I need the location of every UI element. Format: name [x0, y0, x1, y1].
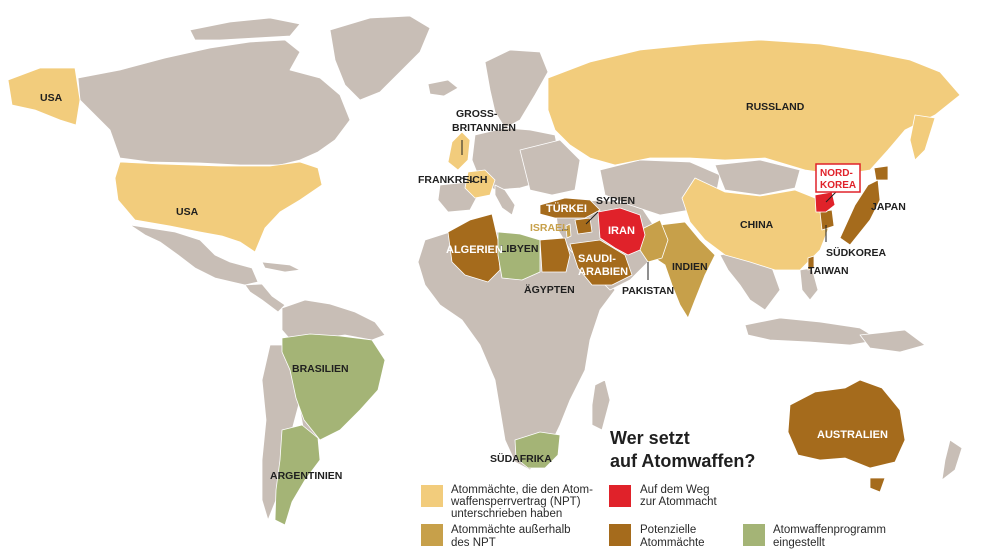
label-gb-line1: GROSS- [456, 108, 498, 120]
region-usa [114, 161, 323, 253]
legend-path-line1: Auf dem Weg [640, 484, 709, 496]
label-argentina: ARGENTINIEN [270, 470, 342, 482]
region-iran [597, 207, 646, 256]
region-south-africa [514, 431, 561, 469]
label-usa-alaska: USA [40, 92, 63, 104]
legend-swatch-outside-npt [421, 524, 443, 546]
legend-abandoned-line2: eingestellt [773, 537, 826, 549]
legend-potential-line1: Potenzielle [640, 524, 696, 536]
cuba [261, 261, 301, 273]
legend-path-line2: zur Atommacht [640, 496, 717, 508]
new-zealand [941, 439, 963, 481]
label-pakistan: PAKISTAN [622, 285, 674, 297]
canada [77, 39, 351, 166]
region-tasmania [869, 477, 886, 493]
scandinavia [484, 49, 549, 129]
label-libya: LIBYEN [500, 243, 539, 255]
region-australia [787, 379, 906, 469]
legend-abandoned-line1: Atomwaffenprogramm [773, 524, 886, 536]
label-russia: RUSSLAND [746, 101, 805, 113]
legend-potential-line2: Atommächte [640, 537, 705, 549]
region-brazil [281, 333, 386, 441]
label-turkey: TÜRKEI [546, 202, 587, 215]
legend-outside-line1: Atommächte außerhalb [451, 524, 571, 536]
region-argentina [274, 424, 321, 526]
label-iran: IRAN [608, 225, 635, 237]
region-north-korea [814, 191, 836, 213]
italy [494, 184, 516, 216]
region-china [681, 177, 831, 271]
region-saudi [569, 239, 633, 286]
new-guinea [859, 329, 926, 353]
label-gb-line2: BRITANNIEN [452, 122, 516, 134]
region-taiwan [807, 255, 815, 271]
label-israel: ISRAEL [530, 222, 569, 234]
label-brazil: BRASILIEN [292, 363, 349, 375]
indonesia [744, 317, 881, 346]
region-france [464, 169, 496, 199]
region-hokkaido [873, 165, 889, 181]
legend-npt-line2: waffensperrvertrag (NPT) [450, 496, 581, 508]
label-india: INDIEN [672, 261, 708, 273]
region-kamchatka [909, 114, 936, 161]
canadian-arctic [189, 17, 301, 41]
region-great-britain [447, 131, 471, 171]
iceland [427, 79, 459, 97]
label-saudi-line1: SAUDI- [578, 253, 616, 265]
map-title-line2: auf Atomwaffen? [610, 451, 755, 471]
legend-npt-line3: unterschrieben haben [451, 508, 562, 520]
label-algeria: ALGERIEN [446, 244, 503, 256]
label-france: FRANKREICH [418, 174, 487, 186]
label-taiwan: TAIWAN [808, 265, 849, 277]
mongolia [714, 159, 801, 196]
region-algeria [447, 213, 501, 283]
label-south-korea: SÜDKOREA [826, 246, 887, 259]
madagascar [591, 379, 611, 431]
legend-npt-line1: Atommächte, die den Atom- [451, 484, 593, 496]
legend-outside-line2: des NPT [451, 537, 496, 549]
leader-syria [585, 211, 599, 225]
map-title-line1: Wer setzt [610, 428, 690, 448]
label-egypt: ÄGYPTEN [524, 283, 575, 296]
legend-swatch-potential [609, 524, 631, 546]
region-japan [839, 179, 881, 246]
label-australia: AUSTRALIEN [817, 429, 888, 441]
label-north-korea-line1: NORD- [820, 168, 853, 179]
balkans-ukraine [519, 139, 581, 196]
label-usa: USA [176, 206, 199, 218]
label-saudi-line2: ARABIEN [578, 266, 628, 278]
label-china: CHINA [740, 219, 774, 231]
label-japan: JAPAN [871, 201, 906, 213]
label-north-korea-line2: KOREA [820, 180, 856, 191]
north-korea-label-box [815, 163, 861, 193]
greenland [329, 15, 431, 101]
leader-france [461, 177, 475, 183]
legend-swatch-path [609, 485, 631, 507]
region-turkey [539, 197, 601, 219]
region-south-korea [819, 209, 835, 231]
legend-swatch-abandoned [743, 524, 765, 546]
label-south-africa: SÜDAFRIKA [490, 452, 552, 465]
label-syria: SYRIEN [596, 195, 635, 207]
central-america [244, 283, 286, 313]
legend-swatch-npt [421, 485, 443, 507]
region-egypt [539, 237, 571, 273]
region-russia [547, 39, 961, 176]
region-libya [497, 231, 541, 281]
region-alaska [7, 67, 81, 126]
region-israel [565, 223, 572, 239]
legend: Atommächte, die den Atom- waffensperrver… [421, 484, 886, 549]
